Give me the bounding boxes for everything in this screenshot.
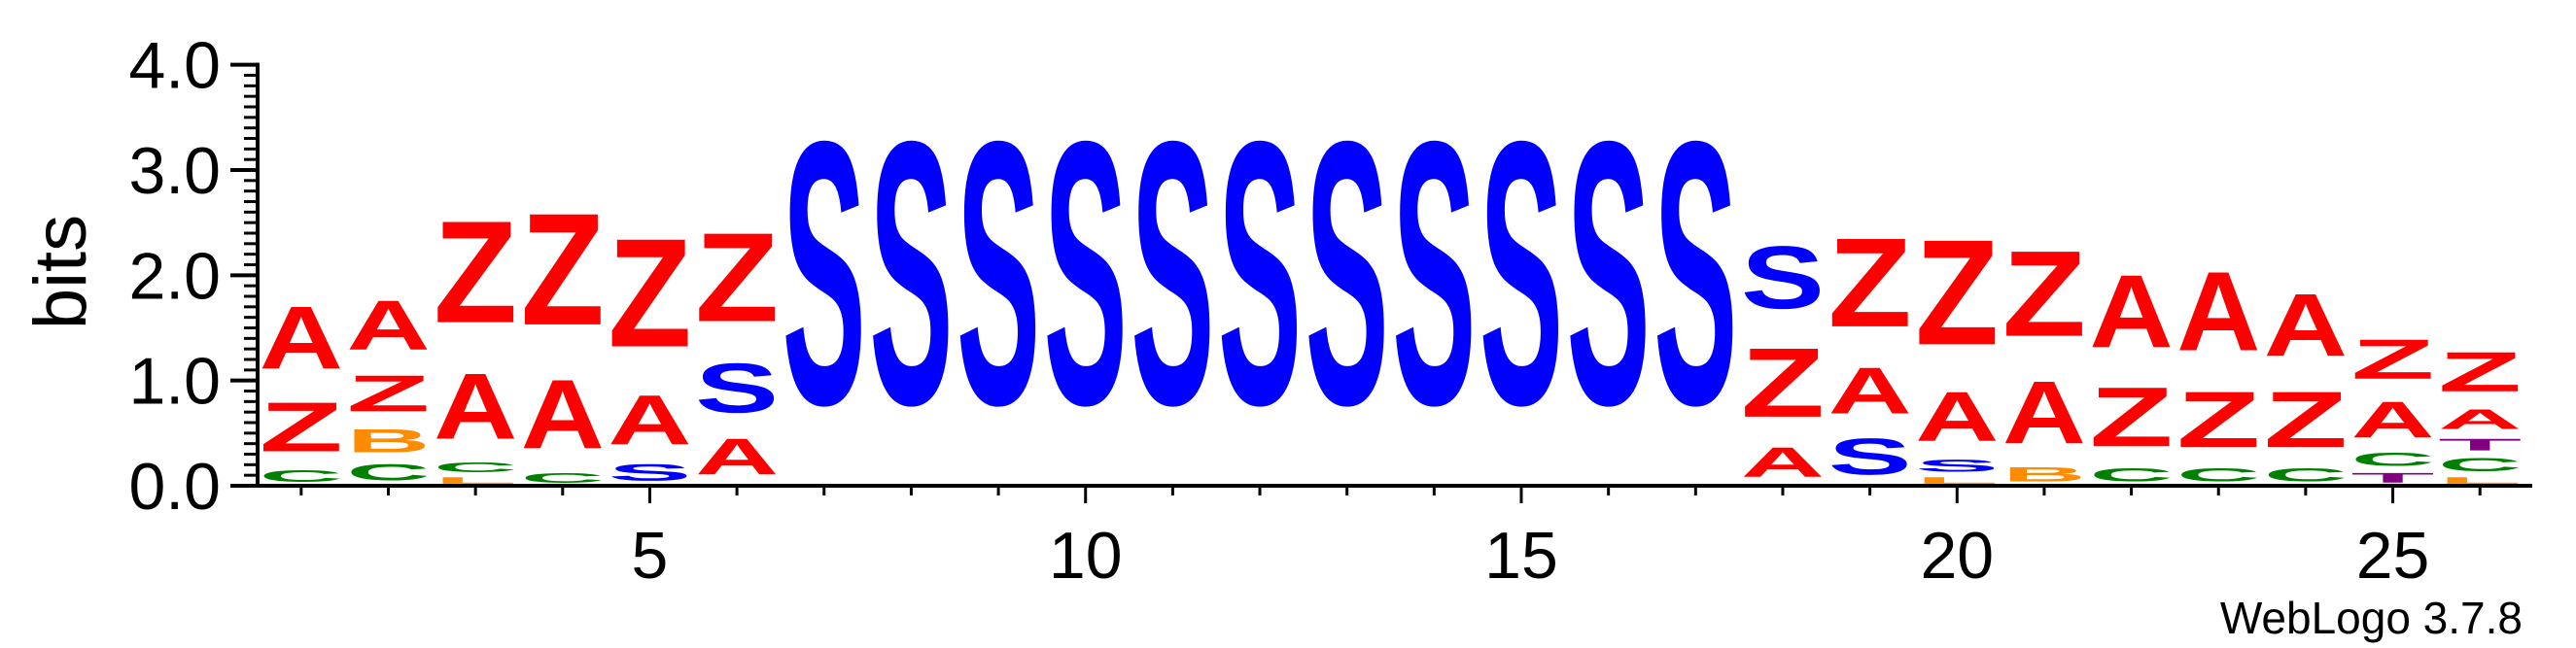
y-tick-label: 1.0	[128, 345, 221, 419]
logo-letter-z: Z	[434, 190, 517, 354]
logo-letter-a: A	[260, 288, 343, 388]
logo-letter-c: C	[346, 460, 430, 486]
logo-letter-z: Z	[1828, 212, 1912, 354]
logo-letter-z: Z	[1915, 209, 1999, 377]
x-tick-label: 15	[1484, 519, 1558, 593]
logo-letter-s: S	[1218, 64, 1302, 484]
logo-letter-t: T	[2351, 470, 2435, 486]
y-tick-label: 0.0	[128, 450, 221, 524]
logo-letter-z: Z	[260, 388, 343, 466]
logo-letter-a: A	[2002, 362, 2086, 462]
logo-letter-z: Z	[608, 206, 691, 379]
logo-letter-s: S	[1305, 64, 1389, 484]
logo-letter-s: S	[1654, 64, 1737, 484]
logo-letter-a: A	[608, 381, 691, 460]
logo-letter-a: A	[2438, 404, 2522, 435]
x-tick-label: 20	[1920, 519, 1994, 593]
logo-letter-s: S	[1479, 64, 1563, 484]
logo-letter-z: Z	[2176, 376, 2260, 464]
logo-letter-z: Z	[2002, 226, 2086, 362]
y-axis-ticks: 0.0 1.0 2.0 3.0 4.0	[128, 29, 258, 524]
x-axis-ticks: 5 10 15 20 25	[299, 486, 2482, 593]
logo-letter-c: C	[2264, 465, 2348, 487]
axes: 0.0 1.0 2.0 3.0 4.0 5 10 15 20 25	[128, 29, 2532, 593]
logo-letter-z: Z	[346, 364, 430, 422]
logo-letter-z: Z	[521, 181, 605, 359]
logo-letter-z: Z	[2264, 376, 2348, 464]
logo-letter-a: A	[434, 354, 517, 459]
logo-letter-a: A	[346, 286, 430, 364]
logo-letter-z: Z	[2090, 369, 2174, 463]
logo-letter-b: B	[346, 423, 430, 460]
y-tick-label: 3.0	[128, 134, 221, 208]
logo-letter-a: A	[521, 360, 605, 470]
logo-letter-s: S	[695, 349, 779, 427]
logo-letter-s: S	[1131, 64, 1214, 484]
logo-letter-t: T	[2438, 435, 2522, 454]
logo-letter-z: Z	[2351, 327, 2435, 391]
logo-letter-c: C	[260, 467, 343, 486]
logo-letter-z: Z	[1741, 328, 1825, 438]
logo-letter-z: Z	[2438, 340, 2522, 403]
logo-letter-a: A	[2090, 254, 2174, 369]
y-tick-label: 2.0	[128, 239, 221, 313]
logo-letter-a: A	[1915, 377, 1999, 456]
y-axis-minor-ticks	[244, 74, 258, 477]
logo-letter-c: C	[434, 460, 517, 475]
logo-letter-s: S	[1828, 427, 1912, 485]
logo-letter-s: S	[869, 64, 953, 484]
logo-letter-s: S	[957, 64, 1040, 484]
logo-letter-a: A	[695, 427, 779, 486]
x-tick-label: 10	[1049, 519, 1123, 593]
logo-letter-l: L	[2438, 475, 2522, 486]
logo-letter-c: C	[2176, 465, 2260, 487]
logo-letter-a: A	[2351, 391, 2435, 449]
logo-letter-c: C	[2438, 455, 2522, 476]
x-tick-label: 25	[2356, 519, 2430, 593]
logo-letter-c: C	[2090, 465, 2174, 487]
logo-letter-l: L	[434, 475, 517, 486]
logo-letter-c: C	[521, 470, 605, 486]
logo-letter-c: C	[2351, 449, 2435, 470]
logo-letter-s: S	[608, 460, 691, 486]
logo-letter-z: Z	[695, 206, 779, 348]
y-tick-label: 4.0	[128, 29, 221, 103]
logo-letter-b: B	[2002, 462, 2086, 486]
logo-letter-l: L	[1915, 475, 1999, 486]
logo-letter-s: S	[783, 64, 866, 484]
logo-letter-a: A	[2264, 275, 2348, 375]
logo-letter-s: S	[1741, 227, 1825, 327]
logo-letter-a: A	[2176, 249, 2260, 374]
logo-letter-s: S	[1044, 64, 1128, 484]
logo-letter-a: A	[1828, 354, 1912, 427]
y-axis-title: bits	[19, 215, 102, 329]
logo-letter-a: A	[1741, 439, 1825, 487]
logo-letter-s: S	[1915, 457, 1999, 475]
logo-letter-s: S	[1567, 64, 1651, 484]
weblogo-credit: WebLogo 3.7.8	[2220, 593, 2523, 643]
logo-letter-s: S	[1392, 64, 1476, 484]
x-tick-label: 5	[632, 519, 669, 593]
